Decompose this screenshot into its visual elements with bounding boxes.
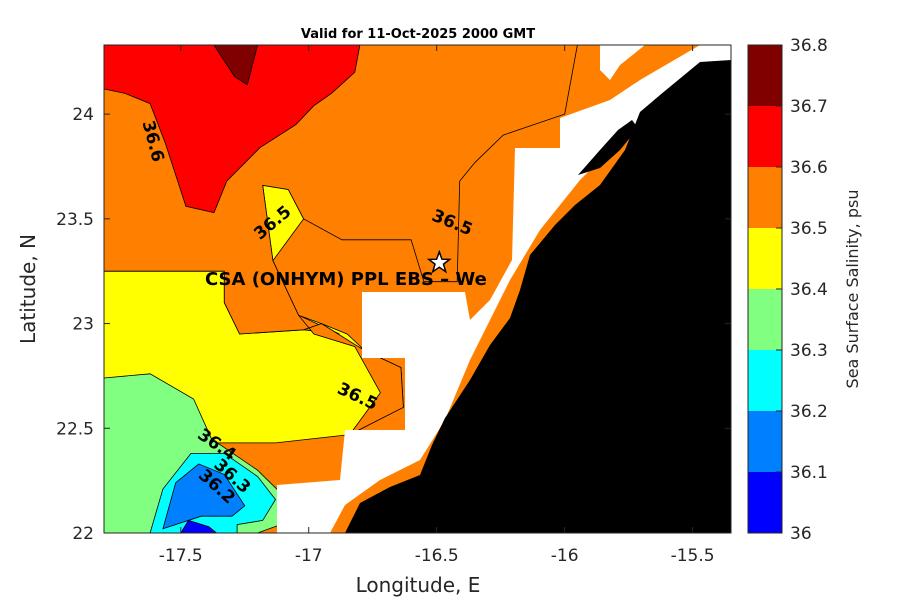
colorbar-tick-label: 36	[790, 524, 812, 544]
site-label: CSA (ONHYM) PPL EBS – We	[205, 269, 487, 290]
salinity-region-36.6-36.7	[104, 45, 361, 214]
x-tick-label: -17	[295, 546, 323, 566]
colorbar-ticks: 36 36.1 36.2 36.3 36.4 36.5 36.6 36.7 36.8	[776, 36, 828, 544]
y-tick-label: 22.5	[56, 419, 94, 439]
colorbar-tick-label: 36.1	[790, 463, 828, 483]
colorbar-swatch	[748, 228, 782, 289]
x-axis-label: Longitude, E	[356, 573, 481, 597]
no-data-areas	[277, 45, 731, 533]
no-data-upper-patch	[600, 45, 645, 80]
colorbar-swatch	[748, 106, 782, 167]
no-data-coastal-band	[277, 45, 731, 533]
y-tick-label: 22	[72, 524, 94, 544]
x-tick-label: -16.5	[415, 546, 459, 566]
salinity-region-36.0-36.1	[180, 519, 218, 533]
colorbar-tick-label: 36.8	[790, 36, 828, 56]
x-tick-label: -17.5	[159, 546, 203, 566]
colorbar-tick-label: 36.2	[790, 402, 828, 422]
y-axis-ticks: 22 22.5 23 23.5 24	[56, 105, 731, 544]
colorbar-tick-label: 36.5	[790, 219, 828, 239]
colorbar-tick-label: 36.6	[790, 158, 828, 178]
x-tick-label: -15.5	[671, 546, 715, 566]
land-coastline	[345, 60, 731, 533]
salinity-region-36.7-36.8	[213, 45, 259, 86]
chart-title: Valid for 11-Oct-2025 2000 GMT	[301, 27, 535, 42]
colorbar-swatch	[748, 350, 782, 411]
land-mass	[345, 60, 731, 533]
site-star-icon	[426, 249, 452, 274]
y-tick-label: 23.5	[56, 210, 94, 230]
y-tick-label: 24	[72, 105, 94, 125]
colorbar-tick-label: 36.7	[790, 97, 828, 117]
land-peninsula	[578, 120, 638, 175]
colorbar-label: Sea Surface Salinity, psu	[843, 190, 862, 389]
site-marker-group: CSA (ONHYM) PPL EBS – We	[205, 249, 487, 290]
colorbar-swatches	[748, 45, 782, 533]
x-axis-ticks: -17.5 -17 -16.5 -16 -15.5	[159, 45, 715, 566]
salinity-regions	[104, 45, 578, 533]
colorbar-swatch	[748, 167, 782, 228]
colorbar-swatch	[748, 289, 782, 350]
colorbar-swatch	[748, 472, 782, 533]
map-plot-area: 36.636.5 36.536.536.436.336.2 CSA (ONHYM)…	[103, 44, 732, 534]
y-tick-label: 23	[72, 315, 94, 335]
colorbar-swatch	[748, 45, 782, 106]
colorbar: 36 36.1 36.2 36.3 36.4 36.5 36.6 36.7 36.8 Sea S…	[747, 36, 862, 544]
colorbar-swatch	[748, 411, 782, 472]
y-axis-label: Latitude, N	[16, 234, 40, 344]
colorbar-tick-label: 36.4	[790, 280, 828, 300]
plot-frame	[103, 44, 732, 534]
colorbar-tick-label: 36.3	[790, 341, 828, 361]
salinity-region-36.1-36.2	[162, 463, 246, 530]
x-tick-label: -16	[551, 546, 579, 566]
